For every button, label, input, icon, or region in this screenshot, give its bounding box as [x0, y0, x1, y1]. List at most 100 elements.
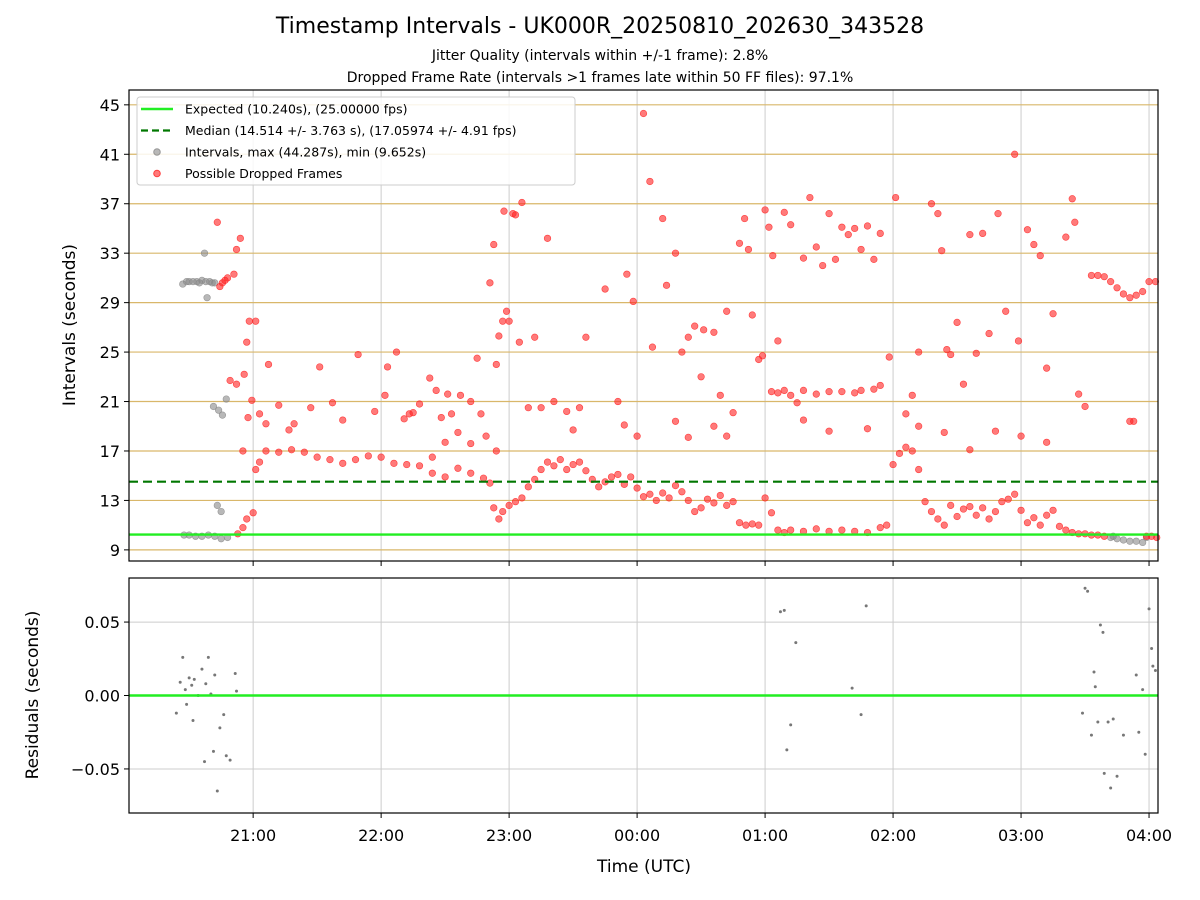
residual-point	[218, 726, 222, 730]
dropped-frame-point	[252, 317, 260, 325]
dropped-frame-point	[1145, 278, 1153, 286]
dropped-frame-point	[582, 467, 590, 475]
dropped-frame-point	[716, 491, 724, 500]
dropped-frame-point	[812, 243, 820, 251]
dropped-frame-point	[285, 426, 293, 434]
residual-point	[1151, 664, 1155, 668]
dropped-frame-point	[1030, 240, 1038, 249]
dropped-frame-point	[511, 498, 520, 506]
dropped-frame-point	[275, 401, 283, 409]
x-tick-label: 23:00	[486, 826, 532, 845]
dropped-frame-point	[765, 223, 773, 231]
dropped-frame-point	[729, 409, 737, 417]
dropped-frame-point	[806, 193, 814, 202]
dropped-frame-point	[230, 270, 238, 278]
dropped-frame-point	[515, 338, 523, 346]
dropped-frame-point	[774, 526, 782, 534]
dropped-frame-point	[531, 333, 539, 341]
dropped-frame-point	[1100, 273, 1108, 281]
dropped-frame-point	[454, 428, 462, 437]
dropped-frame-point	[748, 520, 756, 528]
dropped-frame-point	[787, 526, 795, 534]
residual-point	[794, 641, 798, 645]
dropped-frame-point	[700, 326, 708, 334]
dropped-frame-point	[678, 488, 686, 496]
dropped-frame-point	[851, 389, 859, 397]
y-tick-label: 9	[110, 541, 120, 560]
residual-point	[1134, 673, 1138, 677]
dropped-frame-point	[316, 363, 324, 371]
dropped-frame-point	[863, 222, 872, 230]
dropped-frame-point	[1075, 390, 1083, 398]
y-tick-label: 45	[100, 96, 120, 115]
residual-point	[235, 689, 239, 693]
dropped-frame-point	[799, 254, 808, 262]
dropped-frame-point	[326, 456, 334, 464]
dropped-frame-point	[620, 421, 628, 429]
dropped-frame-point	[684, 433, 692, 441]
y-tick-label: 21	[100, 393, 120, 412]
residual-point	[1153, 669, 1157, 673]
dropped-frame-point	[441, 438, 449, 446]
y-tick-label: 29	[100, 294, 120, 313]
residual-point	[181, 655, 185, 659]
dropped-frame-point	[876, 381, 884, 390]
dropped-frame-point	[1139, 287, 1147, 296]
residual-point	[859, 713, 863, 717]
residual-point	[1147, 607, 1151, 611]
dropped-frame-point	[1036, 521, 1044, 529]
dropped-frame-point	[927, 200, 936, 208]
dropped-frame-point	[671, 481, 680, 490]
dropped-frame-point	[646, 177, 654, 186]
dropped-frame-point	[659, 489, 667, 497]
legend-marker-swatch	[153, 148, 161, 156]
dropped-frame-point	[735, 239, 744, 247]
y-tick-label: 0.05	[84, 613, 120, 632]
dropped-frame-point	[684, 333, 692, 341]
dropped-frame-point	[236, 234, 244, 242]
dropped-frame-point	[940, 521, 948, 529]
dropped-frame-point	[812, 525, 820, 533]
dropped-frame-point	[505, 501, 513, 509]
dropped-frame-point	[381, 391, 389, 399]
x-tick-label: 01:00	[742, 826, 788, 845]
dropped-frame-point	[723, 307, 731, 315]
dropped-frame-point	[1113, 284, 1121, 292]
dropped-frame-point	[490, 240, 498, 249]
dropped-frame-point	[639, 493, 648, 501]
dropped-frame-point	[240, 370, 248, 378]
dropped-frame-point	[758, 352, 767, 360]
dropped-frame-point	[691, 322, 699, 330]
dropped-frame-point	[313, 453, 321, 461]
dropped-frame-point	[1036, 252, 1044, 260]
plot-frame-top	[128, 89, 1159, 562]
x-axis-label: Time (UTC)	[596, 857, 691, 877]
chart-subtitle-dropped: Dropped Frame Rate (intervals >1 frames …	[346, 70, 854, 86]
dropped-frame-point	[563, 465, 571, 474]
dropped-frame-point	[959, 505, 968, 513]
dropped-frame-point	[1062, 526, 1070, 534]
dropped-frame-point	[226, 376, 234, 385]
residual-point	[224, 754, 228, 758]
dropped-frame-point	[940, 428, 948, 437]
dropped-frame-point	[947, 501, 955, 509]
dropped-frame-point	[994, 210, 1002, 218]
dropped-frame-point	[966, 446, 974, 454]
legend-intervals: Intervals, max (44.287s), min (9.652s)	[185, 145, 426, 160]
dropped-frame-point	[744, 245, 753, 254]
dropped-frame-point	[851, 224, 859, 233]
residual-point	[1141, 688, 1145, 692]
dropped-frame-point	[556, 456, 564, 464]
interval-point	[1119, 536, 1128, 544]
dropped-frame-point	[426, 374, 434, 382]
legend-box	[136, 96, 576, 186]
dropped-frame-point	[415, 400, 424, 408]
dropped-frame-point	[998, 498, 1006, 506]
dropped-frame-point	[934, 515, 942, 523]
dropped-frame-point	[678, 348, 686, 356]
dropped-frame-point	[885, 353, 893, 361]
dropped-frame-point	[966, 503, 974, 511]
dropped-frame-point	[239, 524, 247, 532]
dropped-frame-point	[500, 207, 508, 215]
dropped-frame-point	[774, 337, 782, 345]
